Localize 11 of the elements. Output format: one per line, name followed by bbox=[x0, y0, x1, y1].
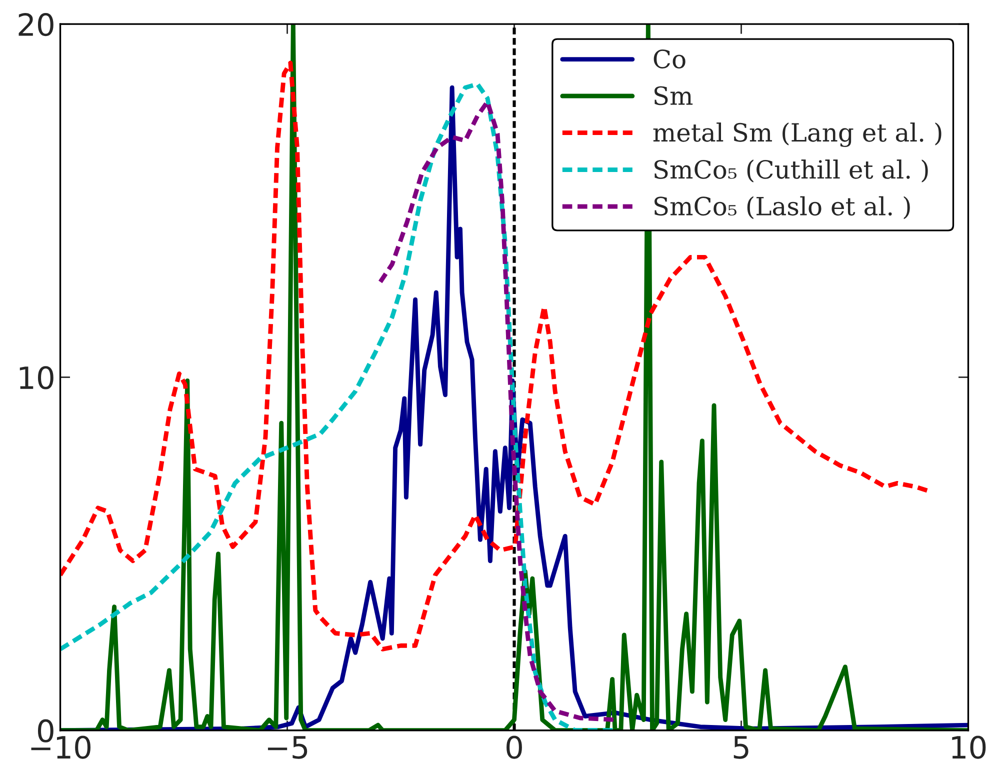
x-tick-label: 10 bbox=[952, 736, 986, 759]
legend-label: metal Sm (Lang et al. ) bbox=[653, 122, 942, 148]
legend-label: SmCo₅ (Cuthill et al. ) bbox=[654, 160, 928, 182]
x-tick-label: −5 bbox=[268, 736, 308, 759]
x-tick-label: 5 bbox=[734, 736, 748, 759]
x-tick-label: 0 bbox=[506, 736, 522, 759]
y-tick-label: 20 bbox=[18, 13, 54, 36]
y-tick-label: 10 bbox=[20, 366, 54, 390]
legend-label: Sm bbox=[654, 86, 693, 106]
legend-label: SmCo₅ (Laslo et al. ) bbox=[654, 196, 910, 220]
legend-label: Co bbox=[654, 50, 686, 68]
